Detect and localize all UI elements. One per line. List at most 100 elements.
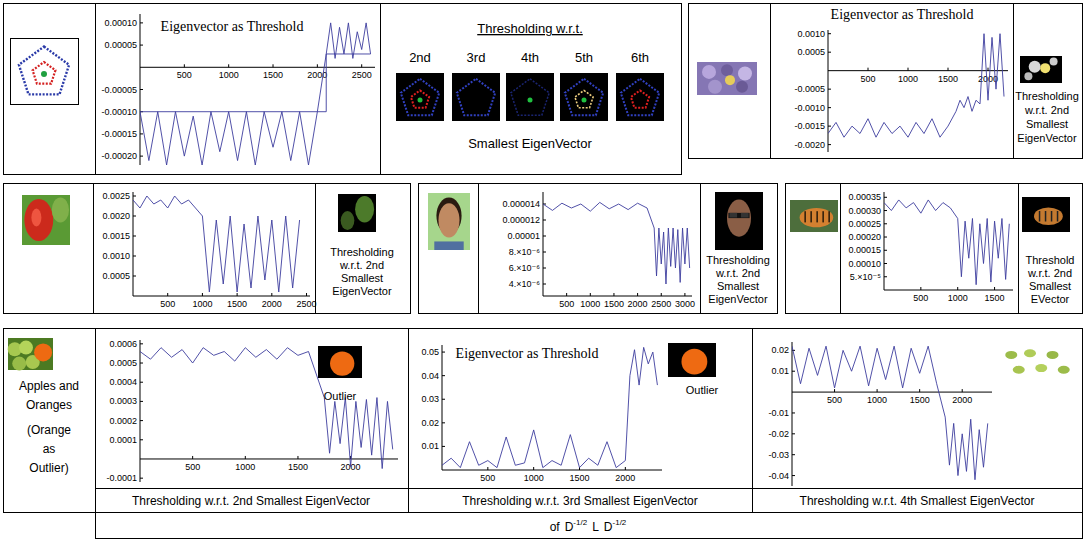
image-region bbox=[1013, 366, 1025, 374]
y-tick-label: 0.0020 bbox=[102, 211, 130, 221]
annotation: w.r.t. 2nd bbox=[715, 267, 760, 279]
y-tick-label: 0.00025 bbox=[848, 219, 881, 229]
footer-part: -1/2 bbox=[613, 518, 627, 527]
y-tick bbox=[140, 401, 143, 402]
annotation: Thresholding bbox=[330, 246, 394, 258]
x-tick-label: 500 bbox=[160, 299, 175, 309]
x-tick-label: 1500 bbox=[938, 74, 958, 84]
y-tick-label: 0.02 bbox=[421, 418, 439, 428]
footer-part: D bbox=[565, 520, 574, 534]
x-tick bbox=[994, 287, 995, 290]
x-tick-label: 2000 bbox=[628, 299, 648, 309]
border bbox=[1013, 4, 1014, 159]
border bbox=[315, 184, 316, 314]
y-tick bbox=[140, 156, 143, 157]
panel-border bbox=[4, 329, 1083, 513]
x-tick bbox=[919, 389, 920, 392]
y-tick bbox=[828, 126, 831, 127]
annotation: Outlier bbox=[686, 384, 719, 396]
y-tick bbox=[828, 33, 831, 34]
y-tick-label: -0.00015 bbox=[101, 129, 137, 139]
y-tick-label: 0.000014 bbox=[502, 199, 540, 209]
plot-area bbox=[133, 196, 300, 292]
x-axis bbox=[442, 470, 662, 471]
x-tick bbox=[202, 293, 203, 296]
x-tick bbox=[361, 64, 362, 67]
y-tick bbox=[792, 433, 795, 434]
x-tick bbox=[566, 293, 567, 296]
image bbox=[1000, 345, 1075, 378]
y-tick-label: 0.01 bbox=[421, 441, 439, 451]
y-tick bbox=[543, 236, 546, 237]
x-tick-label: 1000 bbox=[867, 395, 887, 405]
image-region bbox=[1022, 197, 1070, 232]
annotation: w.r.t. 2nd bbox=[1024, 104, 1069, 116]
x-tick-label: 1000 bbox=[524, 473, 544, 483]
image-region bbox=[12, 357, 26, 371]
y-tick bbox=[792, 475, 795, 476]
x-tick-label: 1500 bbox=[227, 299, 247, 309]
series-line bbox=[543, 202, 690, 284]
y-tick bbox=[442, 375, 445, 376]
y-tick bbox=[140, 439, 143, 440]
image-region bbox=[1000, 345, 1075, 378]
image-region bbox=[1050, 57, 1058, 65]
image-region bbox=[1029, 61, 1041, 73]
chart: 5001000150020000.020.01-0.01-0.02-0.03-0… bbox=[768, 342, 992, 486]
frames bbox=[4, 4, 1083, 539]
panel-border bbox=[786, 184, 1083, 314]
image-shape bbox=[621, 79, 659, 116]
row-label: (Orange bbox=[27, 423, 71, 437]
plot-area bbox=[442, 347, 657, 467]
y-axis bbox=[140, 340, 141, 482]
x-tick-label: 500 bbox=[913, 293, 928, 303]
x-tick-label: 1500 bbox=[569, 473, 589, 483]
y-tick bbox=[133, 216, 136, 217]
image-region bbox=[702, 65, 716, 79]
y-tick bbox=[140, 363, 143, 364]
x-tick bbox=[184, 64, 185, 67]
image-region bbox=[708, 80, 722, 94]
image-shape bbox=[631, 90, 649, 107]
image-border bbox=[11, 39, 79, 105]
image-region bbox=[697, 62, 757, 95]
x-tick-label: 1000 bbox=[948, 293, 968, 303]
y-tick-label: 5.×10⁻⁵ bbox=[850, 272, 882, 282]
chart-title: Eigenvector as Threshold bbox=[456, 346, 599, 361]
y-tick bbox=[133, 276, 136, 277]
image-region bbox=[616, 73, 664, 121]
x-tick-label: 500 bbox=[860, 74, 875, 84]
image bbox=[318, 346, 362, 378]
image-shape bbox=[457, 79, 495, 116]
y-tick-label: 0.01 bbox=[771, 366, 789, 376]
image-shape bbox=[33, 62, 56, 84]
y-tick-label: 0.0003 bbox=[109, 396, 137, 406]
y-tick-label: 0.0002 bbox=[109, 416, 137, 426]
image bbox=[14, 42, 74, 100]
image-region bbox=[52, 198, 69, 223]
image-region bbox=[1051, 211, 1053, 222]
y-tick bbox=[828, 144, 831, 145]
annotation: Thresholding bbox=[1015, 90, 1079, 102]
image bbox=[616, 73, 664, 121]
image-region bbox=[418, 98, 423, 103]
image-region bbox=[804, 211, 806, 222]
x-tick-label: 1000 bbox=[235, 462, 255, 472]
x-tick bbox=[306, 293, 307, 296]
y-tick bbox=[140, 133, 143, 134]
x-tick bbox=[245, 456, 246, 459]
y-tick-label: 0.00015 bbox=[848, 245, 881, 255]
x-tick-label: 2500 bbox=[297, 299, 317, 309]
border bbox=[752, 329, 753, 513]
image-region bbox=[681, 349, 707, 375]
y-tick bbox=[792, 371, 795, 372]
x-tick-label: 500 bbox=[480, 473, 495, 483]
image-region bbox=[318, 346, 362, 378]
panel-border bbox=[4, 4, 682, 175]
x-tick-label: 1000 bbox=[192, 299, 212, 309]
image-region bbox=[41, 71, 47, 77]
footer: ofD-1/2LD-1/2 bbox=[550, 518, 627, 534]
chart: 50010001500200025000.000100.00005-0.0000… bbox=[101, 14, 375, 165]
y-tick-label: -0.00005 bbox=[101, 85, 137, 95]
x-tick bbox=[920, 287, 921, 290]
